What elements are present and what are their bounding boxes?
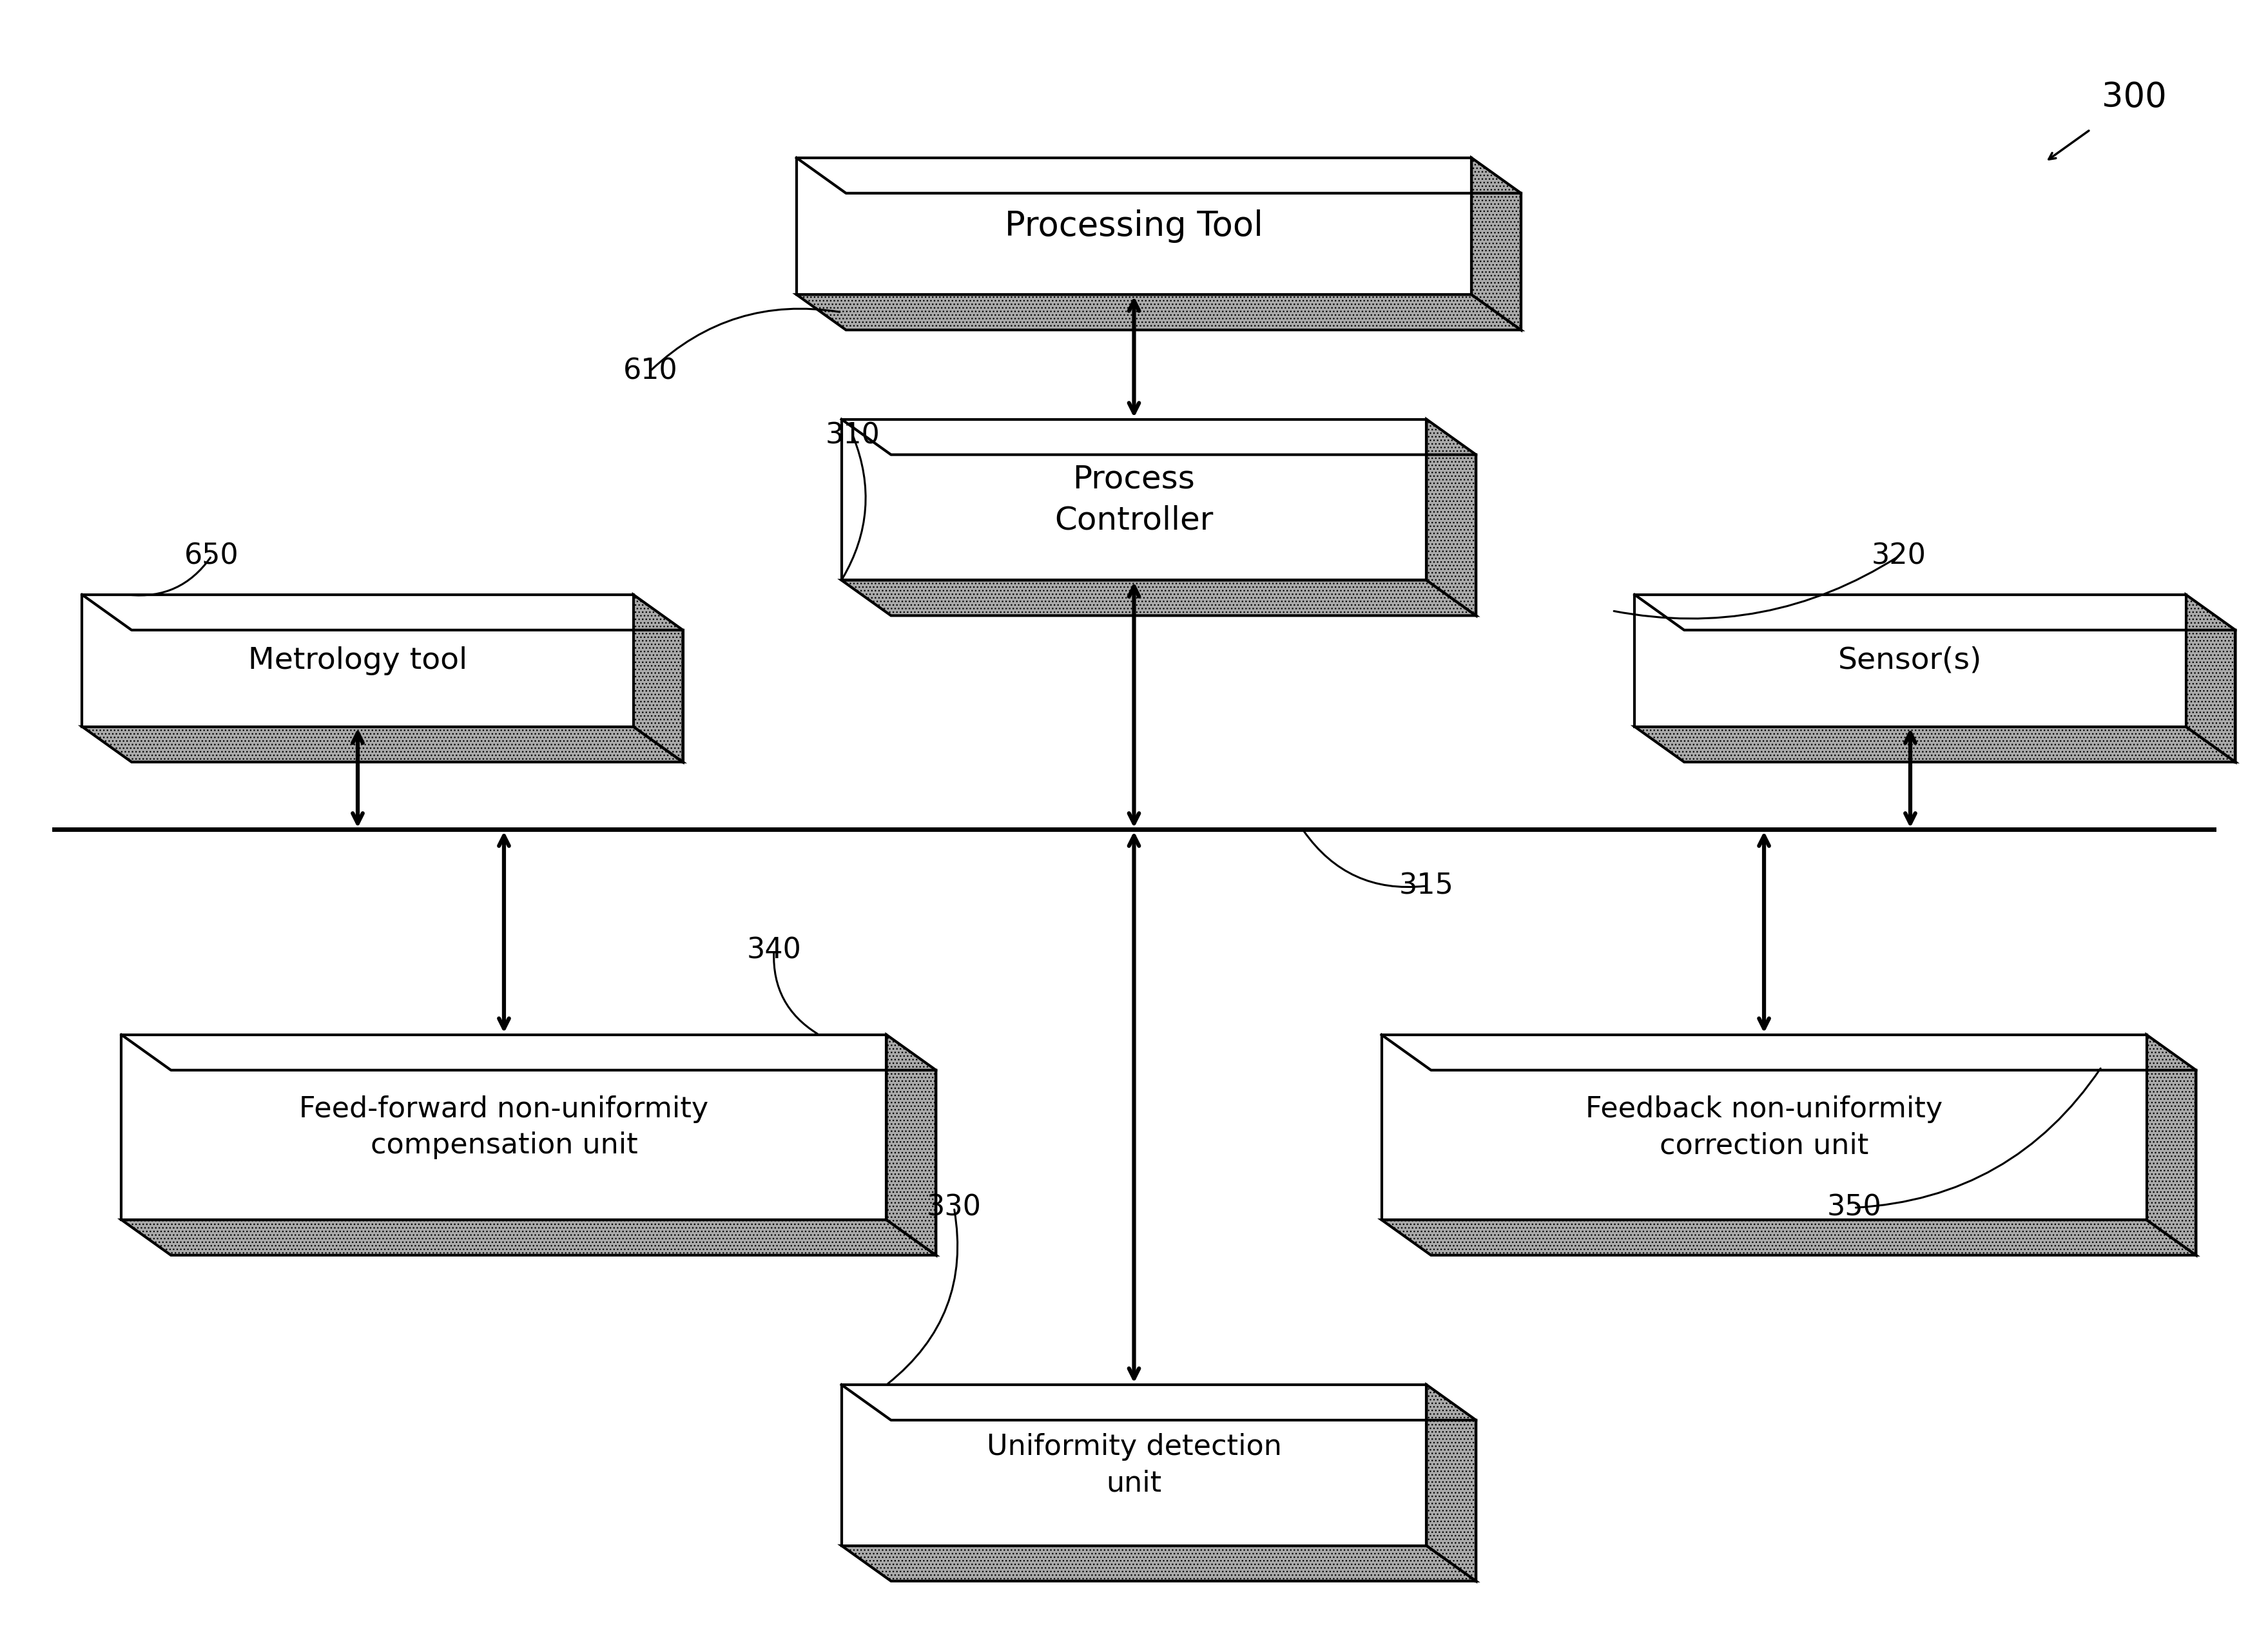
Bar [82,594,633,727]
Bar [122,1035,887,1220]
Text: 350: 350 [1826,1194,1882,1222]
Polygon shape [887,1035,937,1254]
Bar [841,420,1427,581]
Bar [1381,1035,2146,1220]
Text: 330: 330 [928,1194,982,1222]
Text: 300: 300 [2102,81,2166,114]
Text: 650: 650 [184,542,238,569]
Text: 320: 320 [1871,542,1926,569]
Polygon shape [82,727,683,761]
Text: 315: 315 [1399,872,1454,900]
Polygon shape [841,1546,1476,1581]
Text: Uniformity detection
unit: Uniformity detection unit [987,1433,1281,1497]
Text: Sensor(s): Sensor(s) [1839,646,1982,675]
Polygon shape [1427,1385,1476,1581]
Polygon shape [633,594,683,761]
Polygon shape [2146,1035,2195,1254]
Bar [841,1385,1427,1546]
Polygon shape [841,581,1476,615]
Polygon shape [1472,158,1522,330]
Polygon shape [1427,420,1476,615]
Text: Processing Tool: Processing Tool [1005,210,1263,242]
Polygon shape [1635,727,2236,761]
Polygon shape [2186,594,2236,761]
Polygon shape [122,1220,937,1254]
Bar [1635,594,2186,727]
Text: 610: 610 [624,358,678,386]
Text: Feedback non-uniformity
correction unit: Feedback non-uniformity correction unit [1585,1095,1944,1160]
Text: 310: 310 [826,421,880,449]
Text: Metrology tool: Metrology tool [247,646,467,675]
Polygon shape [796,294,1522,330]
Polygon shape [1381,1220,2195,1254]
Text: Feed-forward non-uniformity
compensation unit: Feed-forward non-uniformity compensation… [299,1095,708,1160]
Text: Process
Controller: Process Controller [1055,464,1213,535]
Bar [796,158,1472,294]
Text: 340: 340 [746,937,801,965]
